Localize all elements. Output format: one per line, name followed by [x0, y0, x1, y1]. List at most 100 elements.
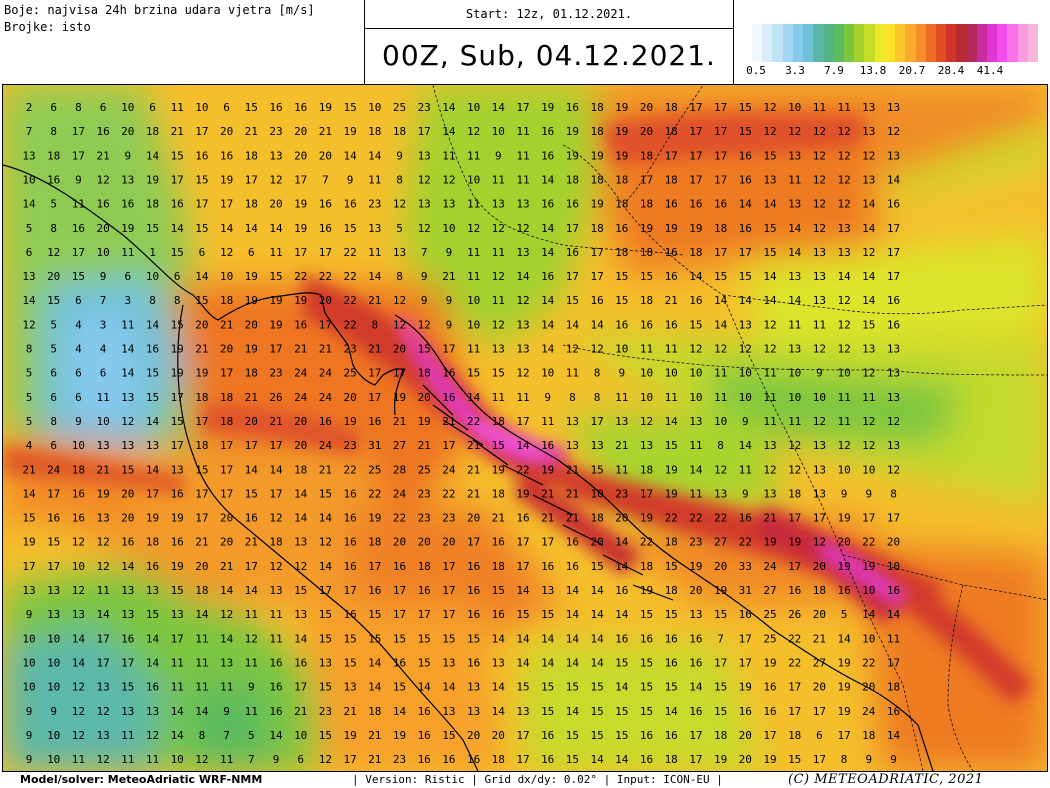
- gust-value: 9: [742, 415, 749, 428]
- gust-value: 15: [319, 608, 332, 621]
- legend-swatch: [925, 24, 936, 62]
- gust-value: 11: [516, 125, 529, 138]
- gust-value: 14: [146, 463, 160, 476]
- gust-value: 16: [121, 632, 134, 645]
- gust-value: 11: [516, 149, 529, 162]
- gust-value: 18: [492, 415, 505, 428]
- gust-value: 16: [368, 415, 381, 428]
- gust-value: 11: [442, 149, 455, 162]
- gust-value: 18: [146, 198, 159, 211]
- gust-value: 16: [442, 367, 455, 380]
- gust-value: 10: [739, 367, 752, 380]
- start-time: Start: 12z, 01.12.2021.: [365, 0, 733, 29]
- gust-value: 14: [788, 246, 802, 259]
- legend-swatch: [813, 24, 824, 62]
- gust-value: 12: [393, 198, 406, 211]
- gust-value: 17: [442, 608, 455, 621]
- gust-value: 16: [146, 681, 159, 694]
- gust-value: 19: [146, 173, 159, 186]
- gust-value: 14: [294, 632, 308, 645]
- gust-value: 16: [887, 198, 900, 211]
- gust-value: 20: [269, 198, 282, 211]
- gust-value: 13: [516, 198, 529, 211]
- gust-value: 12: [887, 415, 900, 428]
- gust-value: 14: [615, 608, 629, 621]
- gust-value: 21: [319, 343, 332, 356]
- gust-value: 14: [590, 656, 604, 669]
- gust-value: 17: [590, 270, 603, 283]
- gust-value: 12: [220, 246, 233, 259]
- gust-value: 10: [47, 632, 60, 645]
- gust-value: 14: [121, 367, 135, 380]
- gust-value: 20: [343, 391, 356, 404]
- gust-value: 19: [319, 101, 332, 114]
- coastline-italy: [3, 164, 404, 416]
- gust-value: 20: [418, 536, 431, 549]
- gust-value: 15: [368, 608, 381, 621]
- gust-value: 4: [75, 343, 82, 356]
- gust-value: 12: [813, 415, 826, 428]
- gust-value: 24: [47, 463, 61, 476]
- gust-value: 11: [171, 681, 184, 694]
- legend-tick-label: 7.9: [824, 64, 844, 77]
- gust-value: 16: [665, 729, 678, 742]
- gust-value: 16: [739, 149, 752, 162]
- gust-value: 17: [72, 149, 85, 162]
- gust-value: 8: [890, 487, 897, 500]
- gust-value: 10: [887, 560, 900, 573]
- gust-value: 21: [195, 343, 208, 356]
- gust-value: 13: [492, 198, 505, 211]
- gust-value: 17: [590, 415, 603, 428]
- gust-value: 15: [294, 584, 307, 597]
- gust-value: 11: [121, 318, 134, 331]
- gust-value: 6: [75, 391, 82, 404]
- gust-value: 16: [615, 632, 628, 645]
- legend-swatch: [935, 24, 947, 62]
- gust-value: 20: [862, 681, 875, 694]
- gust-value: 16: [566, 536, 579, 549]
- gust-value: 14: [195, 608, 209, 621]
- gust-value: 5: [26, 222, 33, 235]
- gust-value: 9: [396, 149, 403, 162]
- gust-value: 14: [516, 439, 530, 452]
- gust-value: 10: [22, 681, 35, 694]
- gust-value: 14: [171, 729, 185, 742]
- gust-value: 16: [343, 487, 356, 500]
- gust-value: 13: [763, 439, 776, 452]
- gust-value: 13: [47, 584, 60, 597]
- gust-value: 17: [714, 173, 727, 186]
- gust-value: 17: [269, 343, 282, 356]
- gust-value: 17: [516, 753, 529, 766]
- gust-value: 15: [714, 608, 727, 621]
- gust-value: 12: [837, 198, 850, 211]
- gust-value: 12: [72, 681, 85, 694]
- gust-value: 19: [615, 125, 628, 138]
- gust-value: 16: [541, 753, 554, 766]
- gust-value: 16: [467, 656, 480, 669]
- gust-value: 16: [393, 560, 406, 573]
- gust-value: 19: [245, 294, 258, 307]
- gust-value: 18: [714, 222, 727, 235]
- gust-value: 13: [640, 439, 653, 452]
- gust-value: 21: [368, 294, 381, 307]
- gust-value: 12: [566, 343, 579, 356]
- gust-value: 20: [714, 560, 727, 573]
- gust-value: 13: [146, 439, 159, 452]
- gust-value: 16: [640, 318, 653, 331]
- gust-value: 15: [442, 632, 455, 645]
- gust-value: 16: [689, 198, 702, 211]
- gust-value: 16: [689, 656, 702, 669]
- gust-value: 15: [47, 536, 60, 549]
- gust-value: 20: [467, 729, 480, 742]
- gust-value: 19: [837, 681, 850, 694]
- gust-value: 16: [541, 560, 554, 573]
- gust-value: 17: [442, 560, 455, 573]
- legend-tick-label: 0.5: [746, 64, 766, 77]
- gust-value: 8: [50, 222, 57, 235]
- gust-value: 11: [813, 101, 826, 114]
- gust-value: 14: [368, 656, 382, 669]
- gust-value: 11: [171, 101, 184, 114]
- gust-value: 21: [245, 391, 258, 404]
- gust-value: 20: [96, 222, 109, 235]
- gust-value: 17: [418, 608, 431, 621]
